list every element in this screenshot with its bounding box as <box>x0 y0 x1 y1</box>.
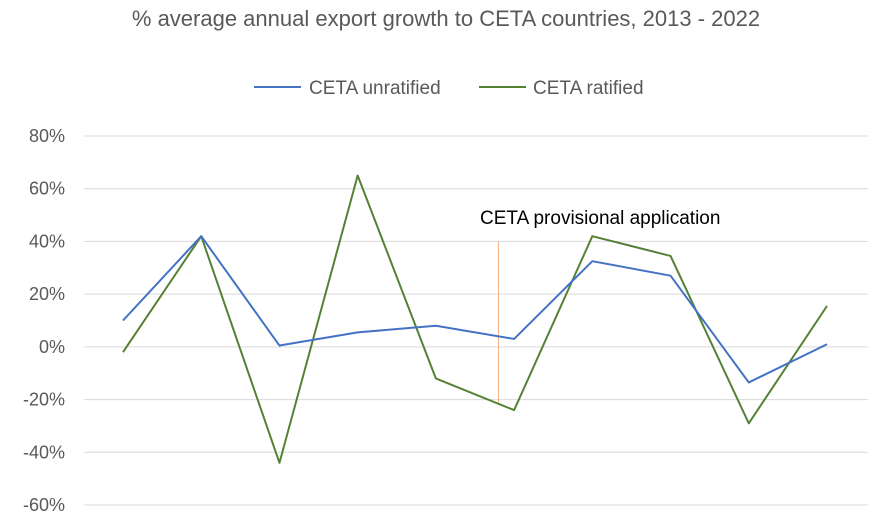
series-line-ceta-unratified <box>122 235 828 384</box>
y-tick-label: 80% <box>29 126 65 146</box>
legend: CETA unratified CETA ratified <box>254 78 644 99</box>
gridlines <box>84 135 868 506</box>
annotation: CETA provisional application <box>480 208 720 403</box>
y-tick-label: 20% <box>29 284 65 304</box>
legend-label-ceta-unratified: CETA unratified <box>309 78 441 99</box>
y-tick-label: -60% <box>23 495 65 515</box>
chart-title: % average annual export growth to CETA c… <box>132 6 760 31</box>
legend-label-ceta-ratified: CETA ratified <box>533 78 644 99</box>
y-axis-tick-labels: 80% 60% 40% 20% 0% -20% -40% -60% <box>23 126 65 515</box>
y-tick-label: 60% <box>29 179 65 199</box>
y-tick-label: -20% <box>23 390 65 410</box>
series-lines <box>122 174 828 464</box>
y-tick-label: 40% <box>29 231 65 251</box>
series-line-ceta-ratified <box>122 174 828 464</box>
provisional-application-label: CETA provisional application <box>480 208 720 229</box>
y-tick-label: 0% <box>39 337 65 357</box>
y-tick-label: -40% <box>23 442 65 462</box>
